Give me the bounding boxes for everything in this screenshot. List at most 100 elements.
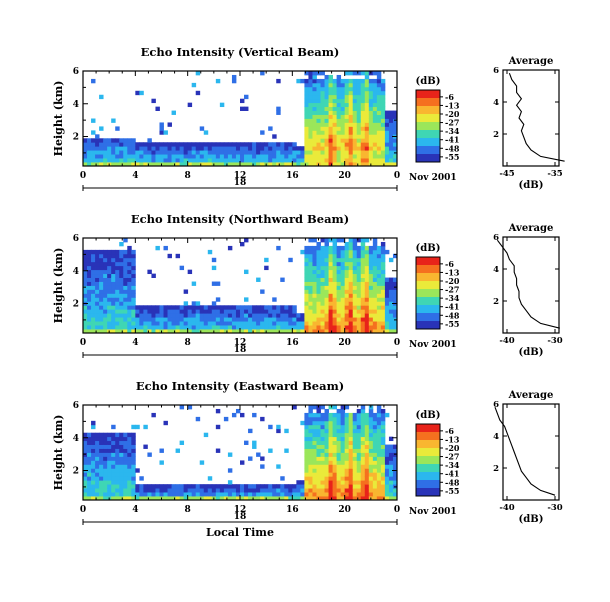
heatmap-cell: [380, 245, 386, 251]
heatmap-cell: [308, 146, 313, 151]
heatmap-cell: [372, 313, 378, 318]
heatmap-cell: [83, 321, 88, 326]
heatmap-cell: [288, 317, 293, 322]
heatmap-cell: [235, 313, 241, 318]
heatmap-cell: [143, 496, 148, 500]
heatmap-cell: [276, 317, 281, 322]
heatmap-cell: [87, 444, 92, 449]
heatmap-cell: [312, 432, 317, 438]
heatmap-cell: [215, 146, 221, 151]
heatmap-cell: [264, 492, 269, 497]
heatmap-cell: [308, 293, 313, 298]
heatmap-cell: [111, 448, 116, 453]
heatmap-cell: [119, 325, 124, 330]
heatmap-cell: [139, 317, 144, 322]
heatmap-cell: [95, 452, 100, 457]
heatmap-cell: [328, 313, 333, 318]
heatmap-cell: [388, 472, 394, 477]
heatmap-cell: [99, 325, 104, 330]
heatmap-cell: [155, 305, 160, 310]
heatmap-cell: [211, 257, 217, 263]
heatmap-cell: [332, 150, 338, 155]
heatmap-cell: [207, 154, 213, 159]
heatmap-cell: [91, 289, 96, 294]
heatmap-cell: [191, 496, 197, 500]
heatmap-cell: [340, 134, 346, 139]
heatmap-cell: [348, 281, 354, 286]
colorbar-tick-label: -27: [445, 118, 459, 128]
profile-y-tick-label: 4: [493, 98, 499, 108]
heatmap-cell: [388, 142, 394, 147]
heatmap-cell: [244, 321, 249, 326]
heatmap-cell: [356, 329, 362, 333]
heatmap-cell: [203, 321, 209, 326]
heatmap-cell: [348, 82, 354, 88]
heatmap-cell: [244, 329, 249, 333]
heatmap-cell: [171, 154, 176, 159]
heatmap-cell: [87, 436, 92, 442]
heatmap-cell: [211, 150, 217, 155]
heatmap-cell: [332, 480, 338, 485]
heatmap-cell: [87, 289, 92, 294]
heatmap-cell: [227, 305, 233, 310]
heatmap-cell: [380, 408, 386, 414]
heatmap-cell: [288, 158, 293, 163]
heatmap-cell: [336, 496, 342, 500]
heatmap-cell: [111, 492, 116, 497]
heatmap-cell: [332, 265, 338, 271]
panel-title: Echo Intensity (Northward Beam): [131, 212, 349, 226]
heatmap-cell: [352, 249, 358, 255]
heatmap-cell: [352, 444, 358, 449]
heatmap-cell: [95, 285, 100, 290]
heatmap-cell: [127, 309, 132, 314]
heatmap-cell: [356, 114, 362, 119]
heatmap-cell: [171, 110, 176, 115]
heatmap-cell: [264, 150, 269, 155]
heatmap-cell: [187, 305, 193, 310]
heatmap-cell: [356, 261, 362, 267]
heatmap-cell: [107, 484, 112, 489]
heatmap-cell: [91, 285, 96, 290]
heatmap-cell: [115, 460, 120, 465]
heatmap-cell: [352, 265, 358, 271]
heatmap-cell: [195, 492, 201, 497]
y-tick-label: 4: [73, 434, 79, 444]
profile-x-tick-label: -30: [547, 336, 562, 346]
heatmap-cell: [211, 154, 217, 159]
heatmap-cell: [320, 110, 325, 115]
heatmap-cell: [376, 245, 382, 251]
heatmap-cell: [328, 78, 333, 84]
heatmap-cell: [336, 484, 342, 489]
heatmap-cell: [139, 309, 144, 314]
heatmap-cell: [163, 154, 168, 159]
heatmap-cell: [308, 245, 313, 251]
heatmap-cell: [127, 317, 132, 322]
heatmap-cell: [107, 472, 112, 477]
heatmap-cell: [332, 86, 338, 92]
heatmap-cell: [199, 329, 205, 333]
heatmap-cell: [348, 289, 354, 294]
heatmap-cell: [155, 142, 160, 147]
heatmap-cell: [179, 440, 185, 445]
heatmap-cell: [304, 444, 309, 449]
heatmap-cell: [332, 277, 338, 282]
heatmap-cell: [372, 71, 378, 76]
heatmap-cell: [304, 82, 309, 88]
heatmap-cell: [392, 464, 397, 469]
heatmap-cell: [344, 257, 350, 263]
heatmap-cell: [308, 452, 313, 457]
heatmap-cell: [368, 138, 374, 143]
heatmap-cell: [392, 110, 397, 115]
heatmap-cell: [304, 110, 309, 115]
heatmap-cell: [91, 293, 96, 298]
heatmap-cell: [360, 265, 366, 271]
heatmap-cell: [340, 484, 346, 489]
heatmap-cell: [231, 329, 237, 333]
heatmap-cell: [376, 420, 382, 426]
heatmap-cell: [115, 162, 120, 166]
heatmap-cell: [352, 440, 358, 445]
heatmap-cell: [320, 82, 325, 88]
heatmap-cell: [312, 90, 317, 96]
heatmap-cell: [123, 150, 128, 155]
heatmap-cell: [340, 309, 346, 314]
